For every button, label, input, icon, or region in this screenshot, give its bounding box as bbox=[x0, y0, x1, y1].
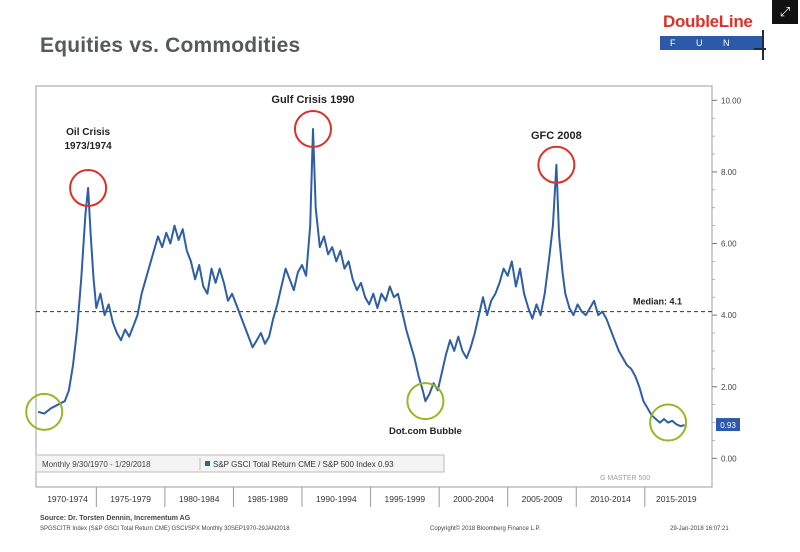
annotation-label: 1973/1974 bbox=[64, 141, 112, 152]
x-tick-label: 1980-1984 bbox=[179, 494, 220, 504]
legend-period: Monthly 9/30/1970 - 1/29/2018 bbox=[42, 460, 151, 469]
logo-brand-text: DoubleLine bbox=[663, 12, 753, 31]
x-tick-label: 2015-2019 bbox=[656, 494, 697, 504]
last-value-label: 0.93 bbox=[720, 421, 736, 430]
x-tick-label: 1970-1974 bbox=[47, 494, 88, 504]
logo-horizontal-rule bbox=[754, 48, 766, 50]
x-tick-label: 2005-2009 bbox=[522, 494, 563, 504]
green-annotation-circle bbox=[406, 382, 445, 421]
y-tick-label: 2.00 bbox=[721, 383, 737, 392]
footer-timestamp: 29-Jan-2018 16:07:21 bbox=[670, 526, 729, 532]
x-tick-label: 1975-1979 bbox=[110, 494, 151, 504]
legend-box bbox=[35, 454, 445, 473]
median-label: Median: 4.1 bbox=[633, 297, 682, 307]
green-annotation-circle bbox=[649, 403, 688, 442]
x-tick-label: 1995-1999 bbox=[385, 494, 426, 504]
series-line bbox=[37, 128, 685, 428]
chart-title: Equities vs. Commodities bbox=[40, 34, 301, 57]
y-tick-label: 4.00 bbox=[721, 311, 737, 320]
legend-swatch bbox=[205, 461, 210, 466]
logo-funds-bar: F U N D S bbox=[660, 36, 764, 62]
doubleline-logo: DoubleLine F U N D S bbox=[660, 8, 766, 62]
footer-left: SPGSCITR Index (S&P GSCI Total Return CM… bbox=[40, 526, 290, 532]
y-tick-label: 10.00 bbox=[721, 96, 742, 105]
x-tick-label: 2010-2014 bbox=[590, 494, 631, 504]
y-tick-label: 0.00 bbox=[721, 454, 737, 463]
red-annotation-circle bbox=[537, 145, 576, 184]
annotation-label: GFC 2008 bbox=[531, 130, 582, 142]
red-annotation-circle bbox=[293, 109, 332, 148]
logo-vertical-rule bbox=[762, 30, 764, 60]
y-tick-label: 8.00 bbox=[721, 168, 737, 177]
green-annotation-circle bbox=[25, 392, 64, 431]
last-value-badge bbox=[716, 418, 740, 432]
annotation-label: Oil Crisis bbox=[66, 127, 110, 138]
watermark-text: G MASTER 500 bbox=[600, 475, 650, 482]
red-annotation-circle bbox=[69, 169, 108, 208]
y-tick-label: 6.00 bbox=[721, 240, 737, 249]
plot-frame bbox=[35, 85, 713, 488]
x-tick-label: 1990-1994 bbox=[316, 494, 357, 504]
expand-icon[interactable]: ⤢ bbox=[772, 0, 798, 24]
source-line: Source: Dr. Torsten Dennin, Incrementum … bbox=[40, 515, 191, 522]
annotation-label: Dot.com Bubble bbox=[389, 426, 462, 437]
footer-copyright: Copyright© 2018 Bloomberg Finance L.P. bbox=[430, 526, 541, 532]
annotation-label: Gulf Crisis 1990 bbox=[271, 94, 354, 106]
x-tick-label: 1985-1989 bbox=[247, 494, 288, 504]
legend-series: S&P GSCI Total Return CME / S&P 500 Inde… bbox=[213, 460, 394, 469]
x-tick-label: 2000-2004 bbox=[453, 494, 494, 504]
